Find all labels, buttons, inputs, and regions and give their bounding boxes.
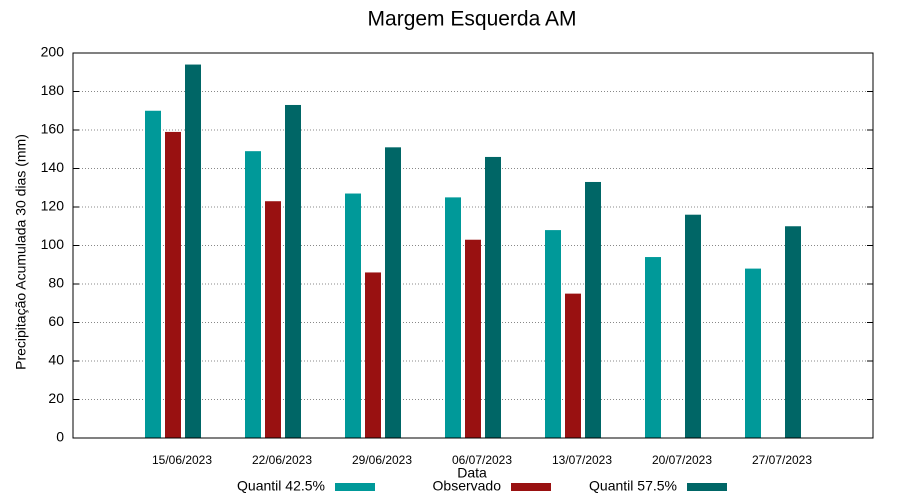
x-axis-label: Data: [457, 465, 487, 481]
bar: [745, 268, 761, 438]
y-tick-label: 60: [48, 313, 64, 329]
x-tick-label: 13/07/2023: [552, 453, 612, 467]
y-tick-label: 80: [48, 275, 64, 291]
y-tick-label: 120: [41, 198, 65, 214]
bar: [285, 104, 301, 438]
bar: [545, 230, 561, 438]
bar: [365, 272, 381, 438]
x-tick-label: 15/06/2023: [152, 453, 212, 467]
y-tick-label: 200: [41, 44, 65, 60]
bar: [245, 151, 261, 439]
bar: [165, 131, 181, 439]
legend-swatch: [511, 483, 551, 491]
bar: [485, 156, 501, 438]
bar: [585, 181, 601, 438]
x-tick-label: 20/07/2023: [652, 453, 712, 467]
plot-frame: [72, 52, 874, 439]
y-tick-label: 100: [41, 236, 65, 252]
x-tick-label: 22/06/2023: [252, 453, 312, 467]
bar: [785, 226, 801, 438]
legend-label: Quantil 57.5%: [589, 478, 677, 494]
y-tick-label: 160: [41, 121, 65, 137]
x-tick-label: 29/06/2023: [352, 453, 412, 467]
bar: [565, 293, 581, 438]
bar: [145, 110, 161, 438]
y-tick-label: 20: [48, 390, 64, 406]
bar: [465, 239, 481, 438]
legend-label: Observado: [433, 478, 502, 494]
y-tick-label: 180: [41, 82, 65, 98]
bar: [385, 147, 401, 438]
legend-swatch: [335, 483, 375, 491]
bar: [445, 197, 461, 438]
y-tick-label: 40: [48, 352, 64, 368]
legend-swatch: [687, 483, 727, 491]
legend-label: Quantil 42.5%: [237, 478, 325, 494]
y-tick-label: 140: [41, 159, 65, 175]
chart-title: Margem Esquerda AM: [368, 8, 577, 31]
bar: [685, 214, 701, 438]
bar: [645, 257, 661, 438]
x-tick-label: 27/07/2023: [752, 453, 812, 467]
bar: [345, 193, 361, 438]
bar: [185, 64, 201, 439]
y-axis-label: Precipitação Acumulada 30 dias (mm): [13, 134, 29, 370]
x-tick-label: 06/07/2023: [452, 453, 512, 467]
y-tick-label: 0: [56, 429, 64, 445]
bar: [265, 201, 281, 438]
